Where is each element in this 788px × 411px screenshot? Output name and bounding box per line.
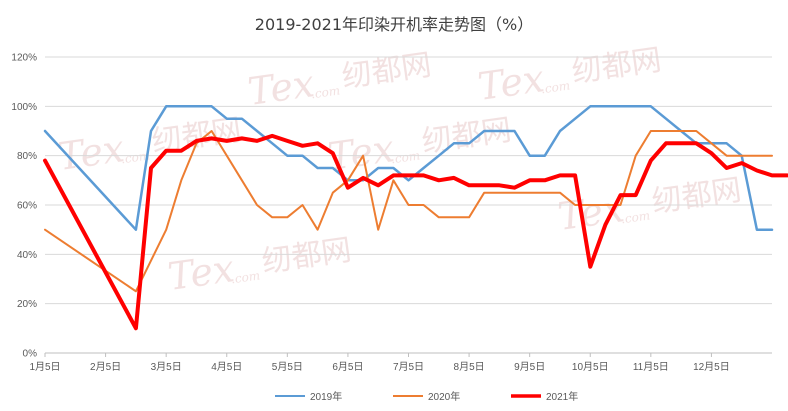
x-tick-label: 1月5日 (29, 361, 60, 373)
legend-label: 2020年 (428, 390, 460, 403)
y-tick-label: 100% (11, 102, 37, 113)
series-line-2021年 (43, 133, 788, 331)
watermark-brand: Tex (475, 56, 547, 109)
watermark-brand: Tex (555, 186, 627, 239)
y-tick-label: 60% (17, 201, 37, 212)
series-line-2020年 (44, 130, 773, 293)
legend-label: 2021年 (546, 390, 578, 403)
x-tick-label: 12月5日 (693, 361, 730, 373)
watermark-brand: Tex (165, 246, 237, 299)
watermark-suffix: .com (620, 208, 651, 226)
x-tick-label: 11月5日 (633, 361, 669, 373)
watermark-suffix: .com (230, 268, 261, 286)
x-tick-label: 8月5日 (454, 361, 485, 373)
y-tick-label: 20% (17, 299, 37, 310)
chart-title: 2019-2021年印染开机率走势图（%） (255, 15, 533, 34)
watermark-suffix: .com (310, 83, 341, 101)
legend-label: 2019年 (310, 390, 342, 403)
x-tick-label: 2月5日 (90, 361, 121, 373)
watermark-brand: Tex (245, 61, 317, 114)
x-tick-label: 3月5日 (151, 361, 182, 373)
series-lines (43, 105, 788, 331)
x-tick-label: 10月5日 (572, 361, 609, 373)
watermark-suffix: .com (390, 148, 421, 166)
x-tick-label: 6月5日 (332, 361, 363, 373)
watermark-suffix: .com (540, 78, 571, 96)
y-axis-ticks: 0% 20% 40% 60% 80% 100% 120% (11, 53, 37, 360)
watermark-suffix: .com (120, 148, 151, 166)
y-tick-label: 80% (17, 151, 37, 162)
watermark-brand: Tex (55, 126, 127, 179)
x-axis: 1月5日 2月5日 3月5日 4月5日 5月5日 6月5日 7月5日 8月5日 9月5日 10月5… (29, 352, 772, 373)
x-tick-label: 4月5日 (211, 361, 242, 373)
y-tick-label: 0% (23, 349, 38, 360)
legend: 2019年 2020年 2021年 (275, 390, 578, 403)
series-line-2019年 (43, 105, 774, 231)
y-tick-label: 40% (17, 250, 37, 261)
y-tick-label: 120% (11, 53, 37, 64)
x-tick-label: 7月5日 (393, 361, 424, 373)
x-tick-label: 9月5日 (514, 361, 545, 373)
x-tick-label: 5月5日 (272, 361, 303, 373)
